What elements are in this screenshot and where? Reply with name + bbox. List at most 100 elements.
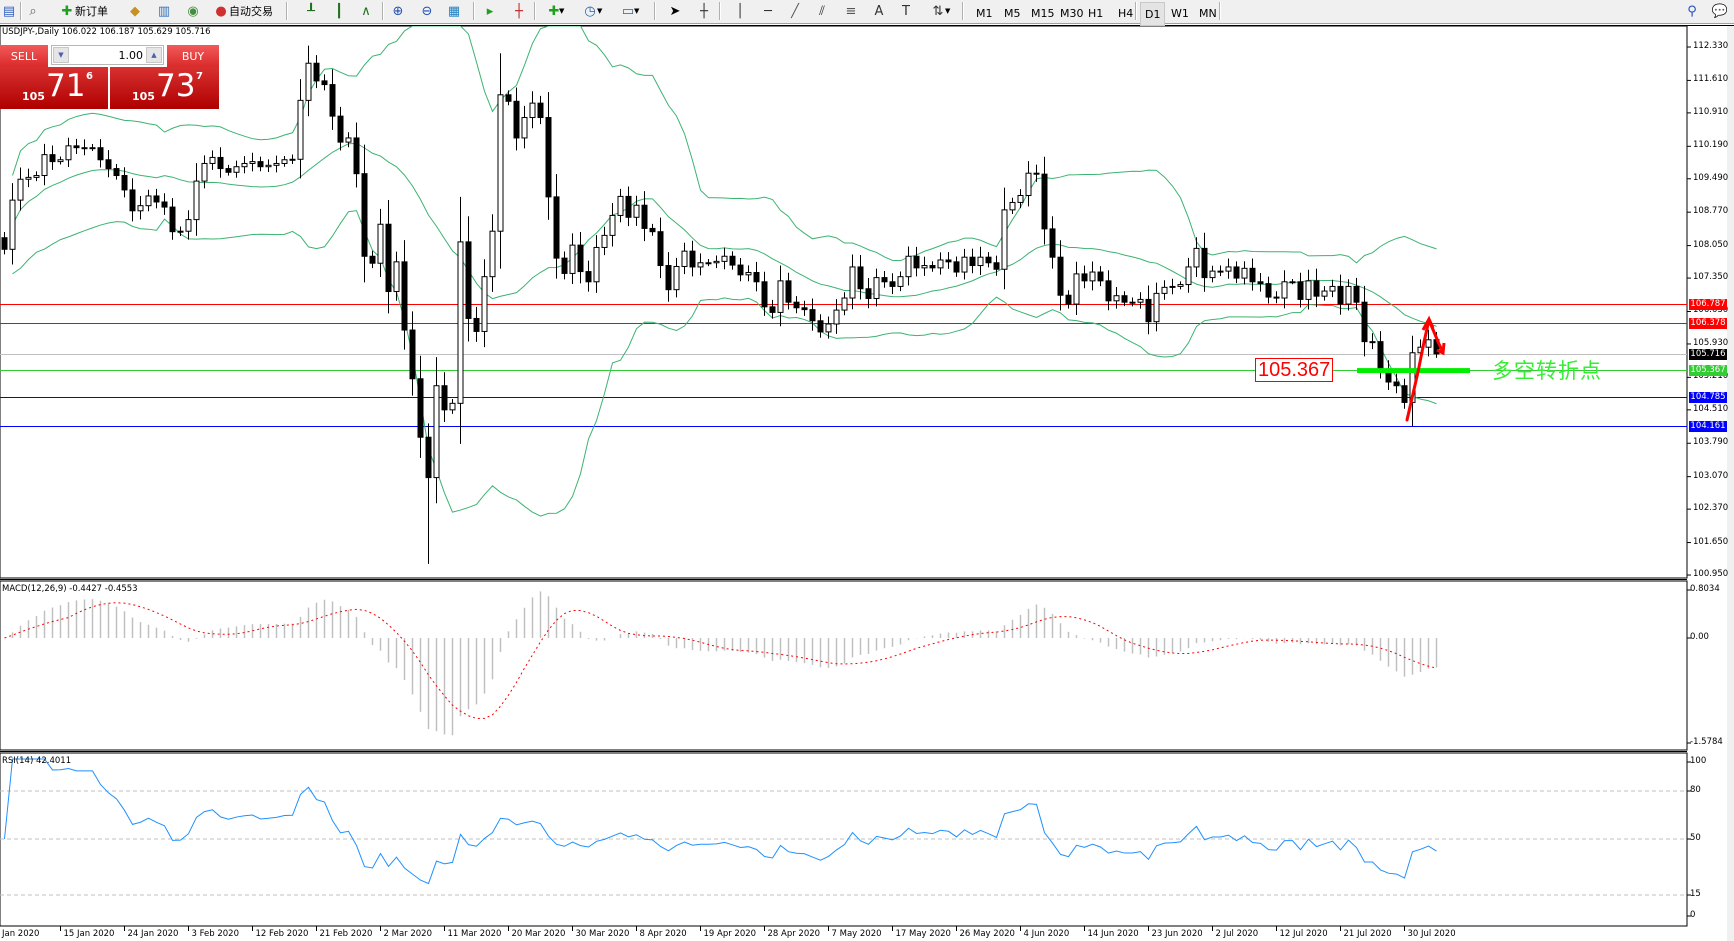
price-tick-label: 106.630 <box>1693 305 1729 316</box>
text-icon[interactable]: A <box>874 3 884 19</box>
candle <box>977 256 984 267</box>
bar-chart-icon[interactable]: ┸ <box>307 3 315 19</box>
trendline-icon[interactable]: ╱ <box>791 3 799 19</box>
date-label: 12 Feb 2020 <box>255 929 309 939</box>
macd-pane[interactable] <box>0 580 1688 751</box>
candle <box>385 223 392 293</box>
candle <box>249 161 256 164</box>
zoom-glass-icon[interactable]: ⌕ <box>29 3 37 19</box>
candle <box>1025 172 1032 196</box>
candle <box>169 206 176 233</box>
candlestick-icon[interactable]: ┃ <box>335 3 343 19</box>
timeframe-h4-button[interactable]: H4 <box>1118 6 1134 20</box>
templates2-dropdown-icon[interactable]: ▼ <box>634 7 640 15</box>
market-watch-icon[interactable]: ◆ <box>130 3 140 19</box>
timeframe-h1-button[interactable]: H1 <box>1088 6 1104 20</box>
candle <box>689 250 696 268</box>
zoom-in-icon[interactable]: ⊕ <box>392 3 404 19</box>
autotrading-button-label[interactable]: 自动交易 <box>229 5 273 18</box>
candle <box>233 166 240 173</box>
chat-icon[interactable]: 💬 <box>1711 3 1729 19</box>
new-chart-icon[interactable]: ▤ <box>2 3 16 19</box>
level-label-104.785: 104.785 <box>1689 391 1727 403</box>
macd-tick-label: 0.00 <box>1690 632 1709 642</box>
autotrading-icon[interactable]: ● <box>215 3 227 19</box>
candle <box>873 277 880 299</box>
candle <box>1401 385 1408 403</box>
timeframe-m1-button[interactable]: M1 <box>976 6 993 20</box>
one-click-trading-panel: SELL ▼ 1.00 ▲ BUY 105 71 6 105 73 7 <box>0 45 219 109</box>
zoom-out-icon[interactable]: ⊖ <box>421 3 433 19</box>
periods-icon[interactable]: ◷ <box>584 3 596 19</box>
candle <box>897 276 904 287</box>
candle <box>905 255 912 278</box>
sell-price-button[interactable]: 105 71 6 <box>0 67 108 109</box>
date-label: 17 May 2020 <box>895 929 951 939</box>
crosshair-icon[interactable]: ┼ <box>700 3 708 19</box>
date-label: 2 Mar 2020 <box>383 929 432 939</box>
periods-dropdown-icon[interactable]: ▼ <box>559 7 565 15</box>
horizontal-line-icon[interactable]: ─ <box>764 3 772 19</box>
candle <box>641 204 648 229</box>
price-tick-label: 108.770 <box>1693 206 1729 217</box>
candle <box>713 260 720 264</box>
rsi-tick-label: 15 <box>1690 889 1701 899</box>
vertical-line-icon[interactable]: │ <box>736 3 744 19</box>
buy-price-button[interactable]: 105 73 7 <box>110 67 219 109</box>
toolbar-separator <box>962 2 964 20</box>
candle <box>441 385 448 411</box>
arrows-icon[interactable]: ⇅ <box>932 3 944 19</box>
candle <box>945 259 952 263</box>
date-label: 26 May 2020 <box>959 929 1015 939</box>
arrows-dropdown-icon[interactable]: ▼ <box>945 7 951 15</box>
candle <box>521 117 528 139</box>
candle <box>1305 280 1312 300</box>
tile-windows-icon[interactable]: ▦ <box>447 3 461 19</box>
buy-button[interactable]: BUY <box>167 45 219 68</box>
timeframe-m30-button[interactable]: M30 <box>1060 6 1084 20</box>
volume-input[interactable]: 1.00 <box>118 49 144 62</box>
sell-button[interactable]: SELL <box>0 45 48 68</box>
templates-icon[interactable]: ▭ <box>621 3 635 19</box>
candle <box>1 237 8 250</box>
candle <box>49 154 56 163</box>
new-order-icon[interactable]: ✚ <box>61 3 73 19</box>
candle <box>1273 296 1280 299</box>
timeframe-mn-button[interactable]: MN <box>1199 6 1217 20</box>
signal-icon[interactable]: ◉ <box>187 3 199 19</box>
chart-shift-icon[interactable]: ┼ <box>515 3 523 19</box>
timeframe-w1-button[interactable]: W1 <box>1171 6 1189 20</box>
timeframe-m5-button[interactable]: M5 <box>1004 6 1021 20</box>
sell-price-prefix: 105 <box>22 90 45 103</box>
date-label: 2 Jul 2020 <box>1215 929 1259 939</box>
cursor-icon[interactable]: ➤ <box>669 3 681 19</box>
candle <box>593 246 600 283</box>
search-icon[interactable]: ⚲ <box>1687 3 1697 19</box>
candle <box>321 80 328 86</box>
volume-increase-button[interactable]: ▲ <box>146 47 162 63</box>
volume-spinner[interactable]: ▼ 1.00 ▲ <box>51 45 164 65</box>
timeframe-m15-button[interactable]: M15 <box>1031 6 1055 20</box>
text-label-icon[interactable]: T <box>902 3 910 19</box>
candle <box>297 99 304 160</box>
date-label: 12 Jul 2020 <box>1279 929 1328 939</box>
candle <box>1281 281 1288 299</box>
volume-decrease-button[interactable]: ▼ <box>53 47 69 63</box>
candle <box>1249 267 1256 283</box>
auto-scroll-icon[interactable]: ▸ <box>486 3 494 19</box>
fibonacci-icon[interactable]: ≡ <box>845 3 857 19</box>
timeframe-d1-button[interactable]: D1 <box>1140 2 1166 26</box>
candle <box>25 176 32 180</box>
candle <box>1297 281 1304 300</box>
indicators-icon[interactable]: ✚ <box>548 3 560 19</box>
candle <box>921 265 928 269</box>
equidistant-channel-icon[interactable]: ⫽ <box>819 3 825 19</box>
line-chart-icon[interactable]: ∧ <box>361 3 371 19</box>
candle <box>793 301 800 309</box>
candle <box>425 436 432 479</box>
templates-dropdown-icon[interactable]: ▼ <box>597 7 603 15</box>
candle <box>569 244 576 274</box>
navigator-icon[interactable]: ▥ <box>157 3 171 19</box>
new-order-button-label[interactable]: 新订单 <box>75 5 108 18</box>
